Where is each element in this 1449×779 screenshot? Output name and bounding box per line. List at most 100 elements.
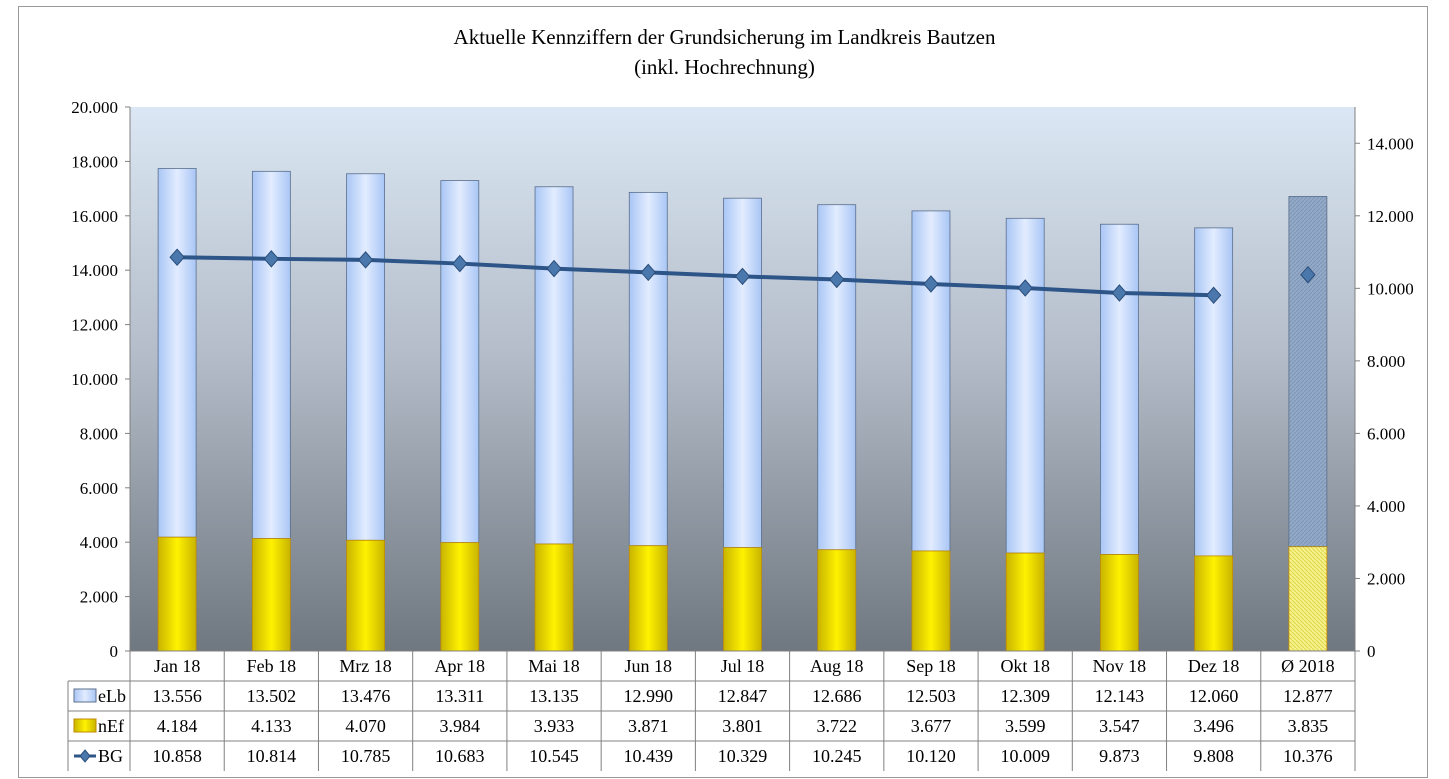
- table-cell-elb: 12.143: [1095, 686, 1145, 706]
- table-cell-elb: 12.060: [1189, 686, 1239, 706]
- table-cell-bg: 10.683: [435, 746, 485, 766]
- point-bg: [640, 263, 656, 282]
- bar-nef: [157, 536, 197, 652]
- bar-nef: [1005, 552, 1045, 652]
- table-cell-bg: 9.873: [1099, 746, 1140, 766]
- x-category-label: Jul 18: [721, 656, 765, 676]
- table-cell-nef: 4.133: [251, 716, 292, 736]
- legend-key-nef: [73, 718, 97, 733]
- line-bg: [177, 255, 1214, 298]
- bar-elb: [534, 186, 574, 545]
- table-cell-bg: 10.329: [718, 746, 768, 766]
- bar-elb: [440, 180, 480, 544]
- point-bg: [546, 259, 562, 278]
- bar-elb: [1100, 223, 1139, 555]
- y-left-tick-label: 2.000: [80, 588, 118, 607]
- point-bg: [829, 270, 845, 289]
- table-cell-nef: 3.984: [440, 716, 481, 736]
- x-category-label: Dez 18: [1188, 656, 1239, 676]
- y-right-tick-label: 0: [1367, 642, 1376, 661]
- y-right-tick-label: 12.000: [1367, 207, 1414, 226]
- y-left-tick-label: 0: [110, 642, 119, 661]
- table-cell-elb: 13.476: [341, 686, 391, 706]
- bar-elb: [1288, 196, 1328, 548]
- bar-elb: [723, 197, 762, 549]
- bar-elb: [1194, 227, 1234, 557]
- y-left-tick-label: 10.000: [71, 370, 118, 389]
- chart-subtitle: (inkl. Hochrechnung): [634, 55, 815, 79]
- y-left-tick-label: 20.000: [71, 98, 118, 117]
- x-category-label: Nov 18: [1093, 656, 1147, 676]
- point-bg: [169, 248, 185, 266]
- bar-nef: [723, 547, 762, 652]
- table-cell-nef: 3.835: [1288, 716, 1329, 736]
- bar-elb: [1005, 217, 1045, 554]
- legend-label-elb: eLb: [98, 686, 126, 706]
- table-cell-elb: 13.502: [247, 686, 297, 706]
- x-category-label: Aug 18: [810, 656, 864, 676]
- bar-elb: [628, 191, 668, 547]
- table-cell-bg: 10.439: [624, 746, 674, 766]
- table-cell-nef: 3.871: [628, 716, 669, 736]
- table-cell-elb: 12.686: [812, 686, 862, 706]
- table-cell-elb: 12.990: [624, 686, 674, 706]
- table-cell-elb: 13.311: [435, 686, 484, 706]
- bar-nef: [1194, 555, 1234, 652]
- point-bg: [452, 254, 468, 273]
- bar-elb: [157, 168, 197, 538]
- table-cell-nef: 3.677: [911, 716, 952, 736]
- x-category-label: Mrz 18: [339, 656, 392, 676]
- x-category-label: Jan 18: [154, 656, 201, 676]
- y-right-tick-label: 14.000: [1367, 134, 1414, 153]
- x-category-label: Apr 18: [435, 656, 486, 676]
- bar-elb: [251, 170, 291, 539]
- table-cell-elb: 13.135: [529, 686, 579, 706]
- point-bg: [734, 267, 751, 286]
- chart-title: Aktuelle Kennziffern der Grundsicherung …: [453, 25, 996, 49]
- x-category-label: Mai 18: [528, 656, 580, 676]
- y-right-tick-label: 8.000: [1367, 352, 1405, 371]
- y-left-tick-label: 16.000: [71, 207, 118, 226]
- x-category-label: Jun 18: [625, 656, 673, 676]
- table-cell-nef: 3.722: [816, 716, 857, 736]
- table-cell-bg: 10.858: [152, 746, 202, 766]
- y-left-tick-label: 8.000: [80, 424, 118, 443]
- table-cell-bg: 10.376: [1283, 746, 1333, 766]
- point-bg: [263, 250, 280, 268]
- table-cell-elb: 12.847: [718, 686, 768, 706]
- table-cell-nef: 4.184: [157, 716, 198, 736]
- chart-title-block: Aktuelle Kennziffern der Grundsicherung …: [0, 22, 1449, 82]
- legend-label-bg: BG: [98, 746, 123, 766]
- table-cell-nef: 3.599: [1005, 716, 1046, 736]
- bar-nef: [251, 538, 291, 652]
- point-bg: [357, 251, 374, 269]
- bar-nef: [817, 549, 857, 652]
- y-left-tick-label: 14.000: [71, 261, 118, 280]
- y-right-tick-label: 6.000: [1367, 424, 1405, 443]
- table-cell-bg: 9.808: [1193, 746, 1234, 766]
- point-bg: [1300, 265, 1316, 284]
- table-cell-nef: 3.933: [534, 716, 575, 736]
- y-left-tick-label: 6.000: [80, 479, 118, 498]
- point-bg: [1111, 284, 1128, 302]
- x-category-label: Ø 2018: [1281, 656, 1335, 676]
- axes: 0 2.000 4.000 6.000 8.000 10.000 12.000 14.000 1…: [71, 98, 1414, 661]
- point-bg: [923, 275, 939, 293]
- bar-nef: [534, 543, 574, 652]
- legend-key-elb: [73, 688, 97, 703]
- bar-nef: [440, 542, 480, 652]
- bar-nef: [1100, 554, 1139, 652]
- point-bg: [1205, 286, 1222, 305]
- table-cell-nef: 4.070: [345, 716, 386, 736]
- x-category-label: Okt 18: [1000, 656, 1050, 676]
- table-cell-elb: 13.556: [152, 686, 202, 706]
- table-cell-bg: 10.245: [812, 746, 862, 766]
- bar-elb: [911, 210, 951, 552]
- bar-nef: [1288, 546, 1328, 652]
- table-cell-bg: 10.545: [529, 746, 579, 766]
- plot-area: [130, 107, 1355, 652]
- legend-label-nef: nEf: [98, 716, 124, 736]
- y-right-tick-label: 10.000: [1367, 279, 1414, 298]
- table-cell-bg: 10.009: [1000, 746, 1050, 766]
